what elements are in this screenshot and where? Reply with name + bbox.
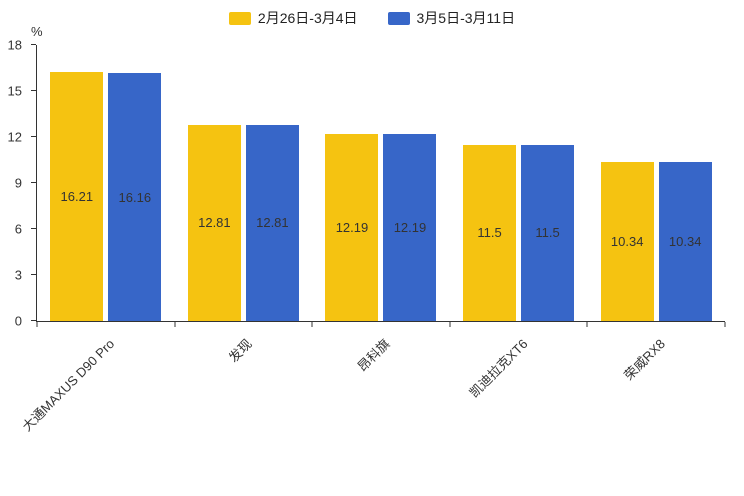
y-tick-mark xyxy=(31,274,36,275)
bar: 12.81 xyxy=(187,124,241,321)
bar: 10.34 xyxy=(600,162,654,321)
chart-legend: 2月26日-3月4日 3月5日-3月11日 xyxy=(0,8,744,28)
y-tick-label: 15 xyxy=(7,83,22,99)
bar-value-label: 12.81 xyxy=(198,215,231,231)
legend-swatch xyxy=(387,11,410,25)
legend-item-series-2[interactable]: 3月5日-3月11日 xyxy=(387,8,516,28)
y-tick-mark xyxy=(31,44,36,45)
bar-value-label: 12.19 xyxy=(393,220,427,236)
x-axis-label: 昂科旗 xyxy=(354,336,393,375)
bar: 11.5 xyxy=(521,144,575,321)
x-tick-mark xyxy=(724,322,726,327)
y-axis-unit-label: % xyxy=(31,24,43,39)
bar-value-label: 11.5 xyxy=(477,225,502,241)
bar: 12.19 xyxy=(325,134,379,321)
x-tick-mark xyxy=(36,322,38,327)
y-tick-mark xyxy=(31,90,36,91)
legend-swatch xyxy=(228,11,251,25)
bar-value-label: 10.34 xyxy=(610,234,644,250)
legend-label: 3月5日-3月11日 xyxy=(416,10,516,26)
bar: 12.81 xyxy=(245,124,299,321)
x-axis-label: 发现 xyxy=(226,336,256,366)
y-tick-label: 3 xyxy=(14,267,22,283)
x-tick-mark xyxy=(449,322,451,327)
x-axis-labels: 大通MAXUS D90 Pro 发现 昂科旗 凯迪拉克XT6 荣威RX8 xyxy=(20,322,724,482)
bar: 16.16 xyxy=(108,73,162,321)
bar-value-label: 12.81 xyxy=(256,215,289,231)
bar-group: 11.5 11.5 xyxy=(450,45,588,321)
bar: 11.5 xyxy=(463,144,517,321)
x-axis-label: 荣威RX8 xyxy=(621,336,668,384)
x-tick-mark xyxy=(586,322,588,327)
x-axis-label: 凯迪拉克XT6 xyxy=(466,336,531,401)
x-tick-mark xyxy=(311,322,313,327)
y-tick-mark xyxy=(31,182,36,183)
bar-groups: 16.21 16.16 12.81 12.81 12.19 12.19 11.5 11.5 10… xyxy=(37,45,725,321)
bar: 10.34 xyxy=(658,162,712,321)
y-tick-label: 9 xyxy=(14,175,22,191)
y-tick-mark xyxy=(31,320,36,321)
bar-value-label: 10.34 xyxy=(668,234,702,250)
bar-value-label: 11.5 xyxy=(535,225,560,241)
bar: 16.21 xyxy=(50,72,104,321)
x-tick-mark xyxy=(174,322,176,327)
bar-value-label: 16.21 xyxy=(60,189,94,205)
y-tick-label: 12 xyxy=(7,129,22,145)
y-tick-label: 0 xyxy=(14,313,22,329)
legend-item-series-1[interactable]: 2月26日-3月4日 xyxy=(228,8,358,28)
bar-group: 12.81 12.81 xyxy=(175,45,313,321)
bar-group: 10.34 10.34 xyxy=(587,45,725,321)
bar-group: 12.19 12.19 xyxy=(312,45,450,321)
y-tick-mark xyxy=(31,228,36,229)
plot-area: 16.21 16.16 12.81 12.81 12.19 12.19 11.5 11.5 10… xyxy=(31,44,726,327)
y-tick-mark xyxy=(31,136,36,137)
y-axis: 0 3 6 9 12 15 18 xyxy=(0,38,31,329)
bar-value-label: 16.16 xyxy=(118,189,152,205)
y-tick-label: 18 xyxy=(7,37,22,53)
bar: 12.19 xyxy=(383,134,437,321)
legend-label: 2月26日-3月4日 xyxy=(257,10,358,26)
x-axis-label: 大通MAXUS D90 Pro xyxy=(19,336,118,435)
bar-value-label: 12.19 xyxy=(335,220,369,236)
y-tick-label: 6 xyxy=(14,221,22,237)
bar-group: 16.21 16.16 xyxy=(37,45,175,321)
